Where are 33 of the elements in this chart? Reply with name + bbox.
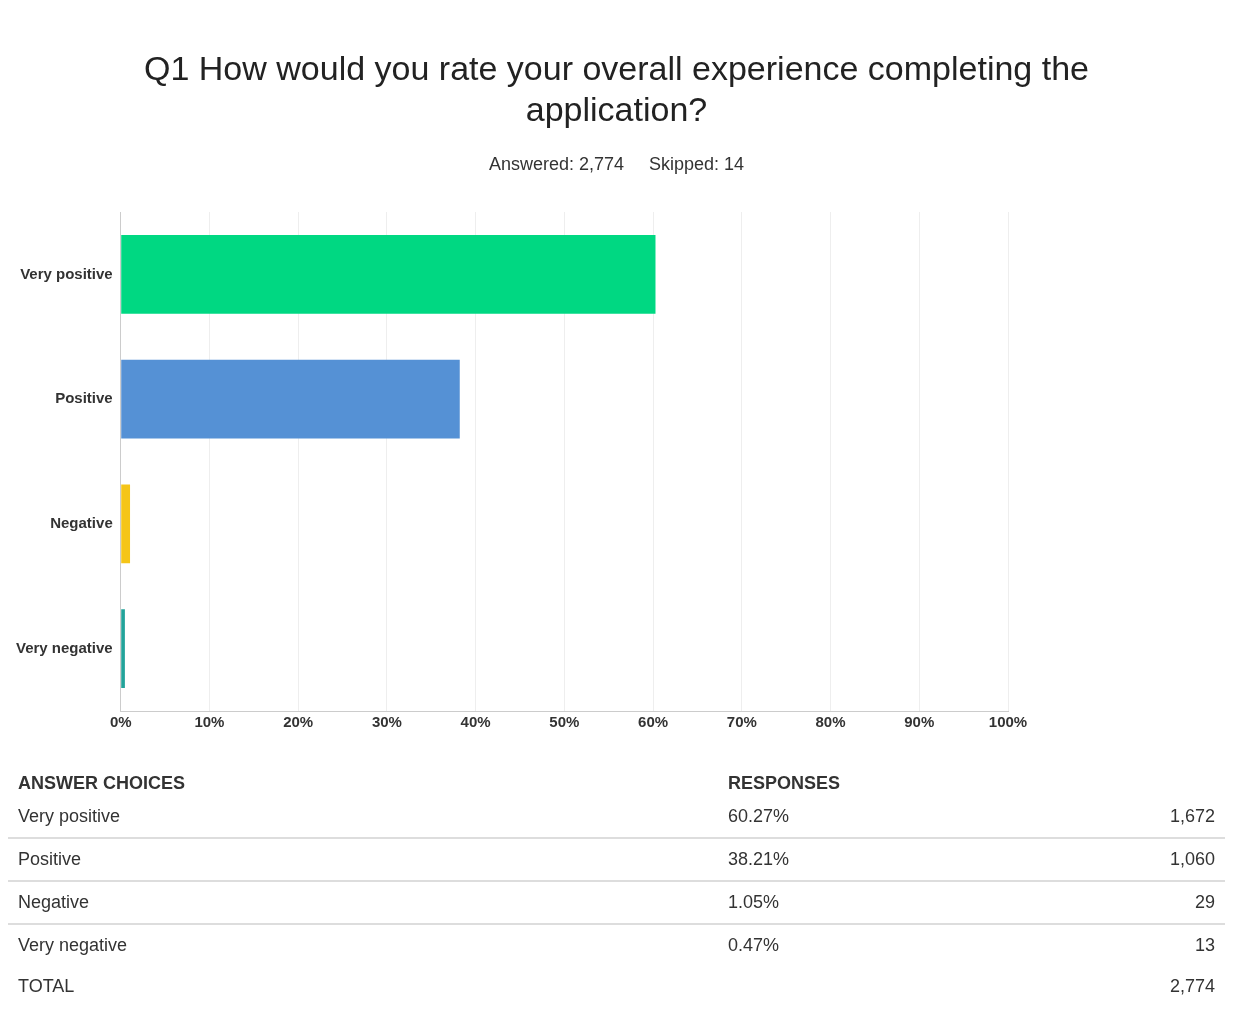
x-tick-label: 30%: [371, 713, 402, 731]
bar: [121, 235, 656, 314]
text: RESPONSES: [727, 772, 842, 795]
text: 1,060: [1169, 849, 1215, 869]
y-tick-label: Positive: [55, 389, 113, 407]
y-tick-label: Very positive: [20, 264, 113, 282]
text: 29: [1194, 892, 1215, 912]
y-tick-label: Negative: [50, 514, 113, 532]
x-tick-label: 10%: [194, 713, 225, 731]
text: 0.47%: [728, 935, 780, 955]
bar: [121, 484, 131, 564]
text: 2,774: [1168, 975, 1216, 998]
x-tick-label: 60%: [638, 713, 669, 731]
text: TOTAL: [17, 975, 76, 998]
x-tick-label: 20%: [283, 713, 314, 731]
text: 38.21%: [728, 849, 790, 869]
text: 1.05%: [728, 892, 780, 912]
x-tick-label: 80%: [815, 713, 846, 731]
x-tick-label: 0%: [109, 713, 132, 731]
x-tick-label: 100%: [988, 713, 1028, 731]
bar: [121, 609, 125, 688]
chart-subtitle: Answered: 2,774 Skipped: 14: [487, 154, 746, 175]
x-tick-label: 70%: [726, 713, 757, 731]
text: ANSWER CHOICES: [17, 772, 186, 795]
chart-title: Q1 How would you rate your overall experience completing the application?: [143, 48, 1090, 130]
y-tick-label: Very negative: [15, 638, 113, 656]
text: 13: [1194, 935, 1215, 955]
x-tick-label: 90%: [904, 713, 935, 731]
bar: [121, 359, 460, 439]
x-tick-label: 50%: [549, 713, 580, 731]
text: 60.27%: [728, 806, 790, 826]
x-tick-label: 40%: [460, 713, 491, 731]
text: 1,672: [1169, 806, 1215, 826]
